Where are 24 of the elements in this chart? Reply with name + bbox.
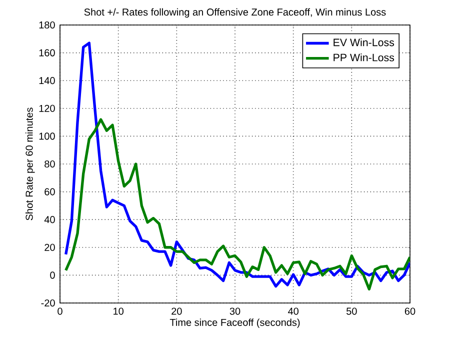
y-tick-label: 120 <box>39 104 55 112</box>
y-tick-label: 60 <box>44 188 55 196</box>
x-tick-label: 60 <box>404 308 416 315</box>
y-tick-label: 80 <box>44 160 55 168</box>
y-tick-label: 160 <box>39 49 55 56</box>
legend-label: PP Win-Loss <box>334 53 394 62</box>
y-tick-label: 100 <box>39 132 55 140</box>
x-tick-label: 30 <box>230 308 240 315</box>
line-series <box>64 118 410 290</box>
y-tick-label: 0 <box>50 272 55 279</box>
x-axis-title: Time since Faceoff (seconds) <box>170 318 300 328</box>
chart-title: Shot +/- Rates following an Offensive Zone Faceoff, Win minus Loss <box>84 8 386 18</box>
x-tick-label: 20 <box>172 308 182 315</box>
y-tick-label: 40 <box>44 216 55 224</box>
x-tick-label: 0 <box>58 308 62 315</box>
y-tick-label: 140 <box>39 77 55 84</box>
legend-label: EV Win-Loss <box>334 38 394 46</box>
x-tick-label: 40 <box>288 308 298 315</box>
x-tick-label: 50 <box>346 308 357 315</box>
x-tick-label: 10 <box>114 308 124 315</box>
y-tick-label: 180 <box>39 21 55 29</box>
y-tick-label: 20 <box>44 244 55 251</box>
y-axis-title: Shot Rate per 60 minutes <box>25 108 35 220</box>
y-tick-label: -20 <box>41 299 55 307</box>
